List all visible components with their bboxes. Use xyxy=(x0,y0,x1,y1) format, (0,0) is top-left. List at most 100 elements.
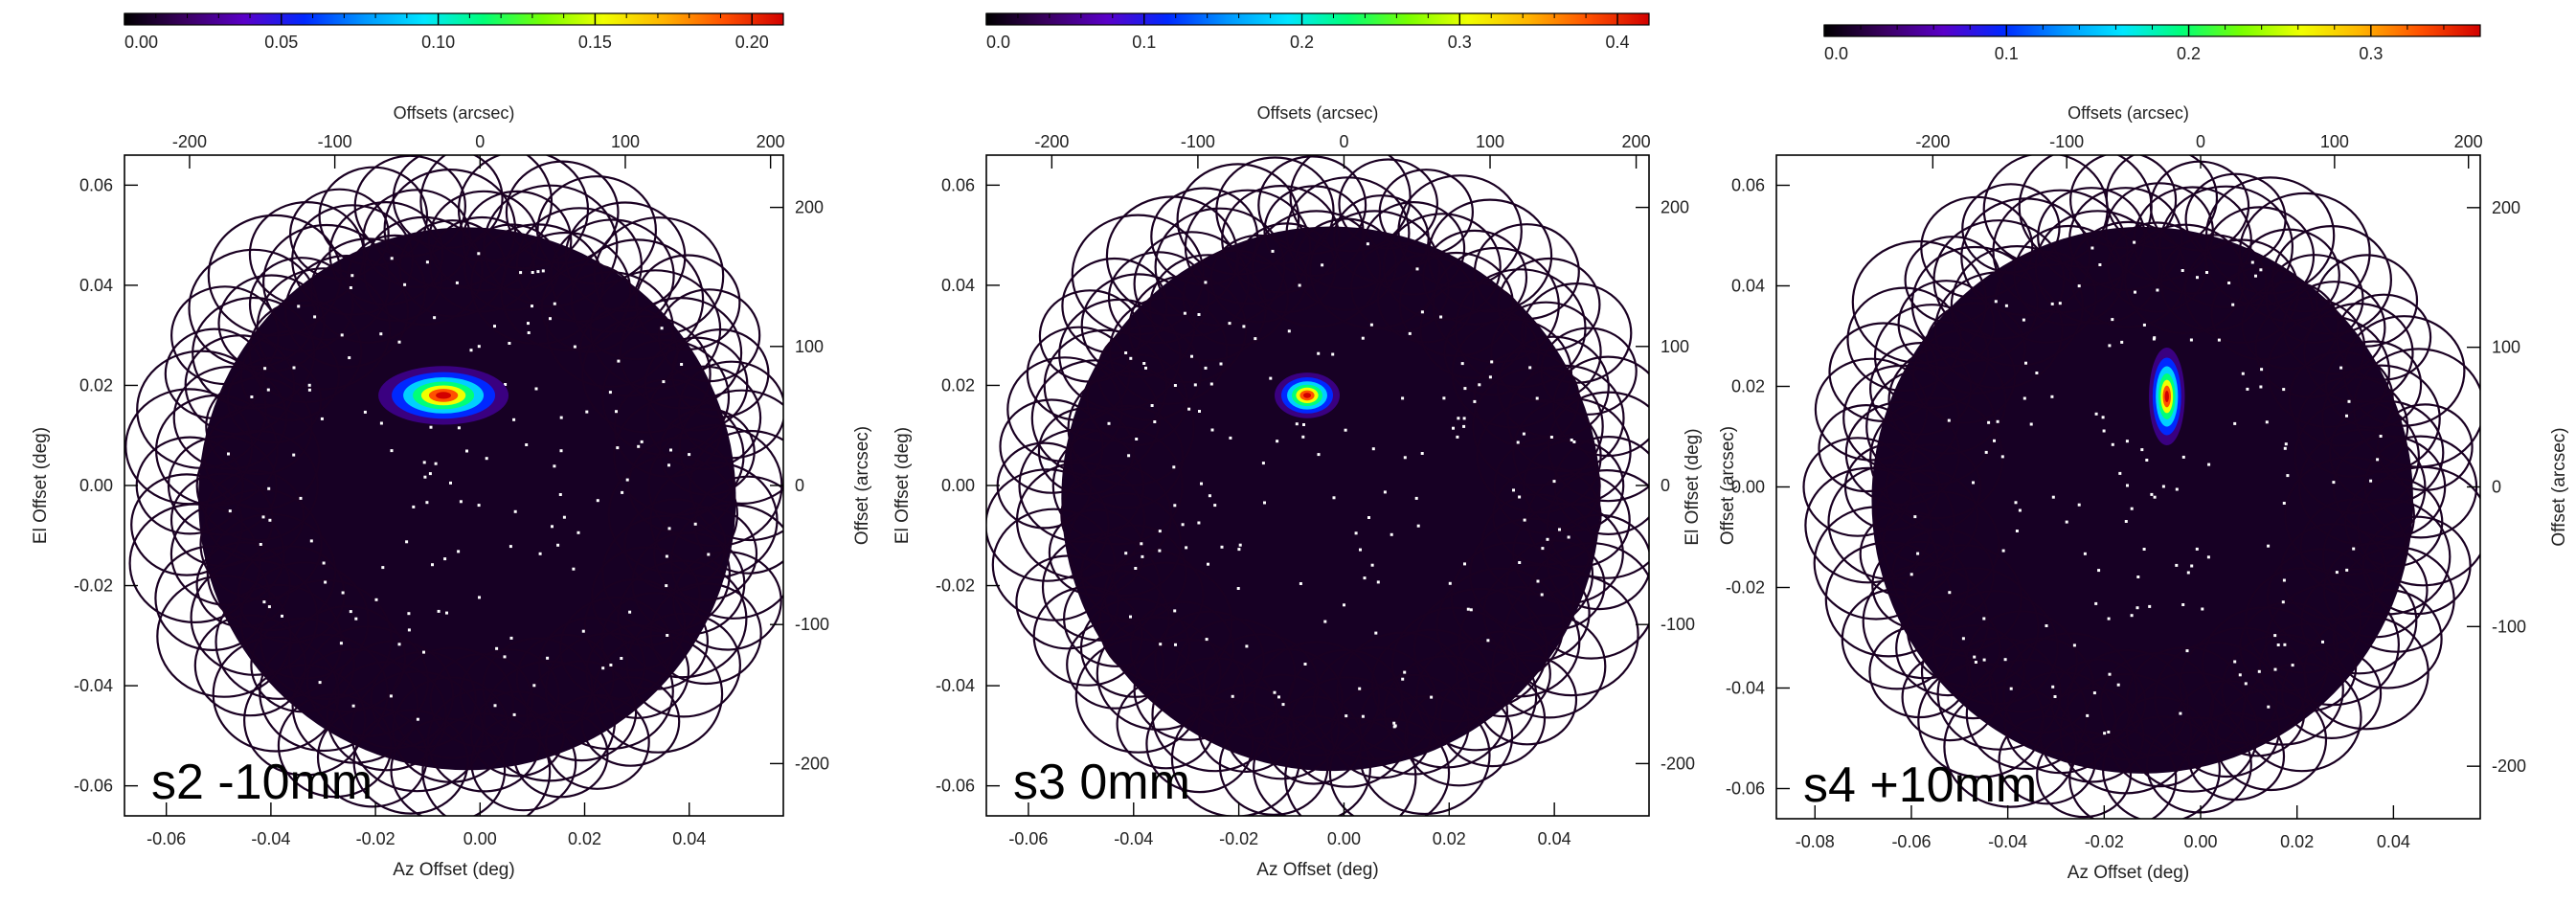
x-tick-label: 0.02 xyxy=(2280,832,2314,851)
speckle xyxy=(1456,435,1459,439)
speckle xyxy=(546,656,550,660)
scan-loop xyxy=(500,231,632,351)
speckle xyxy=(1463,387,1467,391)
speckle xyxy=(1124,351,1128,354)
colorbar-tick-label: 0.0 xyxy=(986,33,1010,52)
speckle xyxy=(2185,649,2189,653)
speckle xyxy=(403,282,407,286)
speckle xyxy=(1273,690,1277,694)
scan-loop xyxy=(1873,304,1990,409)
speckle xyxy=(1321,263,1324,267)
scan-loop xyxy=(1874,469,1979,565)
y2-tick-label: 200 xyxy=(795,198,824,217)
scan-loops xyxy=(124,155,783,816)
speckle xyxy=(1331,352,1335,356)
speckle xyxy=(665,554,668,558)
speckle xyxy=(2107,731,2111,734)
speckle xyxy=(1518,495,1522,499)
speckle xyxy=(1173,609,1177,613)
scan-loop xyxy=(635,254,741,351)
speckle xyxy=(1420,452,1424,455)
scan-loop xyxy=(1096,616,1222,732)
scan-loop xyxy=(164,327,265,419)
speckle xyxy=(389,694,393,698)
speckle xyxy=(1254,337,1257,341)
x-tick-label: -0.02 xyxy=(1219,829,1258,848)
speckle xyxy=(495,646,499,650)
speckle xyxy=(2140,448,2144,452)
speckle xyxy=(422,650,425,654)
speckle xyxy=(2376,458,2380,462)
speckle xyxy=(1124,552,1128,555)
scan-loop xyxy=(2034,210,2161,326)
scan-loop xyxy=(248,257,354,352)
colorbar: 0.0 0.1 0.2 0.3 0.4 xyxy=(985,12,1650,52)
speckle xyxy=(2136,576,2140,578)
speckle xyxy=(1552,480,1556,484)
scan-loop xyxy=(1071,214,1205,336)
speckle xyxy=(531,305,533,308)
speckle xyxy=(2352,547,2356,551)
speckle xyxy=(2286,474,2290,478)
speckle xyxy=(1984,450,1988,454)
speckle xyxy=(1392,725,1396,729)
speckle xyxy=(1204,281,1208,284)
speckle xyxy=(617,359,621,363)
speckle xyxy=(1442,396,1446,400)
speckle xyxy=(2347,399,2351,403)
scan-loop xyxy=(1358,673,1470,776)
speckle xyxy=(1204,366,1208,370)
speckle xyxy=(508,545,512,549)
speckle xyxy=(437,609,441,613)
speckle xyxy=(2003,658,2007,662)
speckle xyxy=(1261,462,1265,465)
speckle xyxy=(1153,420,1157,423)
scan-loop xyxy=(1497,335,1610,439)
speckle xyxy=(1271,249,1275,253)
speckle xyxy=(1303,663,1307,666)
y2-tick-label: 200 xyxy=(2492,198,2520,217)
speckle xyxy=(2108,672,2112,676)
colorbar-tick-label: 0.4 xyxy=(1606,33,1630,52)
speckle xyxy=(1277,695,1280,699)
speckle xyxy=(1173,384,1177,387)
scan-loop xyxy=(1154,610,1265,712)
x-tick-label: -0.04 xyxy=(251,829,290,848)
speckle xyxy=(2321,640,2324,643)
speckle xyxy=(2161,485,2165,488)
x-tick-label: 0.00 xyxy=(2183,832,2217,851)
scan-loop xyxy=(591,546,701,647)
x-tick-label: -0.04 xyxy=(1988,832,2027,851)
speckle xyxy=(1567,535,1570,539)
scan-loop xyxy=(653,506,758,601)
speckle xyxy=(425,501,429,505)
speckle xyxy=(1134,567,1138,570)
scan-loop xyxy=(1804,466,1932,584)
speckle xyxy=(1982,658,1986,662)
speckle xyxy=(2077,284,2081,288)
speckle xyxy=(1185,546,1188,550)
speckle xyxy=(2009,687,2013,690)
scan-loop xyxy=(1129,600,1234,696)
speckle xyxy=(2196,276,2199,280)
speckle xyxy=(1473,399,1477,403)
speckle xyxy=(2345,568,2349,572)
scan-loop xyxy=(2336,293,2432,381)
scan-loop xyxy=(1359,695,1491,816)
speckle xyxy=(1181,523,1185,527)
scan-loop xyxy=(1546,469,1649,579)
speckle xyxy=(2238,673,2242,677)
speckle xyxy=(2116,683,2120,687)
x-tick-label: -0.02 xyxy=(356,829,395,848)
colorbar-tick-label: 0.20 xyxy=(735,33,769,52)
speckle xyxy=(309,539,313,543)
y2-tick-label: -200 xyxy=(1661,754,1695,773)
peak-contour xyxy=(1303,393,1312,398)
speckle xyxy=(1317,351,1321,355)
y2-axis-label: Offset (arcsec) xyxy=(1718,426,1738,545)
scan-loop xyxy=(1523,439,1625,532)
scan-loop xyxy=(564,201,687,313)
speckle xyxy=(596,499,599,503)
speckle xyxy=(628,610,632,614)
speckle xyxy=(324,580,328,584)
